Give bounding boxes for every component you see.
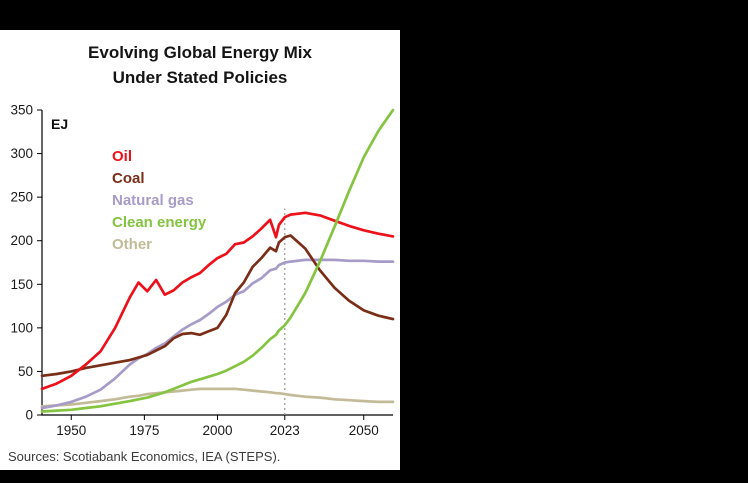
x-tick-label: 2000 bbox=[202, 423, 232, 438]
series-line-coal bbox=[40, 234, 395, 378]
line-chart-plot-area: 0 50 100 150 200 250 300 350 1950 1975 2000 2023 205… bbox=[10, 103, 395, 438]
legend-item-natural-gas: Natural gas bbox=[112, 192, 194, 209]
y-tick-label: 150 bbox=[10, 277, 33, 292]
legend-item-oil: Oil bbox=[112, 148, 133, 165]
x-tick-label: 2023 bbox=[270, 423, 300, 438]
x-tick-label: 2050 bbox=[349, 423, 379, 438]
legend-item-clean-energy: Clean energy bbox=[112, 214, 207, 231]
legend-item-other: Other bbox=[112, 236, 153, 253]
legend: Oil Coal Natural gas Clean energy Other bbox=[112, 146, 206, 256]
y-tick-label: 0 bbox=[25, 408, 33, 423]
chart-title: Evolving Global Energy Mix Under Stated … bbox=[0, 30, 400, 90]
chart-title-line1: Evolving Global Energy Mix bbox=[88, 43, 312, 62]
series-line-clean-energy bbox=[40, 108, 395, 413]
y-tick-label: 250 bbox=[10, 190, 33, 205]
axes bbox=[41, 110, 393, 416]
legend-item-coal: Coal bbox=[112, 170, 145, 187]
series-line-other bbox=[40, 387, 395, 408]
y-tick-label: 50 bbox=[18, 364, 33, 379]
y-axis-unit-label: EJ bbox=[51, 116, 68, 132]
series-line-natural-gas bbox=[40, 258, 395, 410]
x-tick-label: 1950 bbox=[56, 423, 86, 438]
chart-panel: Evolving Global Energy Mix Under Stated … bbox=[0, 30, 400, 470]
chart-title-line2: Under Stated Policies bbox=[112, 68, 288, 87]
y-tick-label: 200 bbox=[10, 233, 33, 248]
y-tick-label: 300 bbox=[10, 146, 33, 161]
x-tick-label: 1975 bbox=[129, 423, 159, 438]
series-line-oil bbox=[40, 211, 395, 391]
source-attribution: Sources: Scotiabank Economics, IEA (STEP… bbox=[8, 449, 281, 464]
y-tick-label: 100 bbox=[10, 320, 33, 335]
y-tick-label: 350 bbox=[10, 103, 33, 118]
